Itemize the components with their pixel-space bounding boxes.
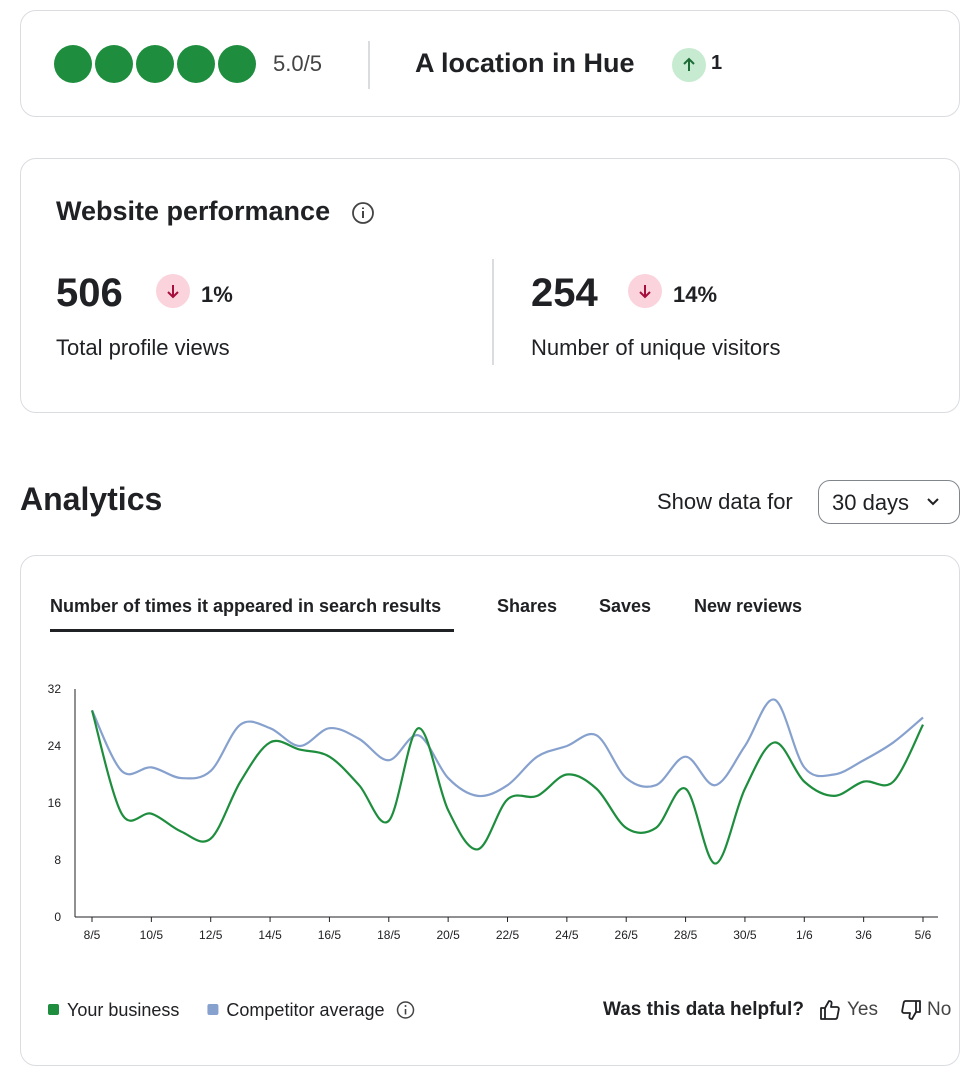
legend-swatch bbox=[48, 1004, 59, 1015]
y-tick-label: 16 bbox=[48, 796, 62, 810]
chart-card bbox=[20, 555, 960, 1066]
info-icon bbox=[396, 1001, 415, 1019]
x-tick-label: 28/5 bbox=[674, 928, 698, 942]
yes-label: Yes bbox=[847, 999, 878, 1020]
location-name: A location in Hue bbox=[415, 48, 635, 78]
rating-text: 5.0/5 bbox=[273, 51, 322, 76]
range-label: Show data for bbox=[657, 489, 793, 514]
x-tick-label: 10/5 bbox=[140, 928, 164, 942]
rating-dot bbox=[177, 45, 215, 83]
series-line bbox=[90, 710, 924, 865]
metric-value: 254 bbox=[531, 271, 598, 315]
x-tick-label: 1/6 bbox=[796, 928, 813, 942]
rating-dot bbox=[218, 45, 256, 83]
tab-underline bbox=[50, 629, 454, 632]
x-tick-label: 20/5 bbox=[436, 928, 460, 942]
thumb-up-icon bbox=[820, 1000, 840, 1020]
metric-change: 14% bbox=[673, 282, 718, 307]
x-tick-label: 16/5 bbox=[318, 928, 342, 942]
info-icon-dot bbox=[404, 1005, 407, 1007]
range-dropdown[interactable]: 30 days bbox=[818, 480, 960, 524]
rating-dot bbox=[136, 45, 174, 83]
down-badge bbox=[628, 274, 662, 308]
card-title: Website performance bbox=[56, 196, 331, 226]
x-tick-label: 14/5 bbox=[258, 928, 282, 942]
x-tick-label: 3/6 bbox=[855, 928, 872, 942]
y-tick-label: 24 bbox=[48, 739, 62, 753]
tab[interactable]: Number of times it appeared in search re… bbox=[50, 596, 442, 616]
legend-label: Your business bbox=[67, 1000, 179, 1020]
y-tick-label: 0 bbox=[54, 910, 61, 924]
thumb-down-icon bbox=[901, 1000, 921, 1020]
legend-label: Competitor average bbox=[226, 1000, 384, 1020]
no-label: No bbox=[927, 999, 952, 1020]
tab[interactable]: Shares bbox=[497, 596, 558, 616]
performance-card: Website performance 506 1% Total profile… bbox=[20, 158, 960, 413]
series-line bbox=[91, 698, 924, 798]
metric-change: 1% bbox=[201, 282, 233, 307]
chevron bbox=[927, 498, 939, 506]
tab[interactable]: Saves bbox=[599, 596, 652, 616]
x-tick-label: 24/5 bbox=[555, 928, 579, 942]
x-tick-label: 5/6 bbox=[915, 928, 932, 942]
y-tick-label: 32 bbox=[48, 682, 62, 696]
up-badge bbox=[672, 48, 706, 82]
metric-label: Number of unique visitors bbox=[531, 335, 781, 360]
rating-dot bbox=[54, 45, 92, 83]
metric-label: Total profile views bbox=[56, 335, 230, 360]
feedback-question: Was this data helpful? bbox=[603, 999, 804, 1020]
divider bbox=[368, 41, 370, 89]
x-tick-label: 18/5 bbox=[377, 928, 401, 942]
x-tick-label: 8/5 bbox=[84, 928, 101, 942]
tab[interactable]: New reviews bbox=[694, 596, 803, 616]
divider bbox=[492, 259, 494, 365]
x-tick-label: 12/5 bbox=[199, 928, 223, 942]
range-value: 30 days bbox=[832, 490, 910, 515]
y-tick-label: 8 bbox=[54, 853, 61, 867]
metric-value: 506 bbox=[56, 271, 123, 315]
down-badge bbox=[156, 274, 190, 308]
rating-card: 5.0/5 A location in Hue 1 bbox=[20, 10, 960, 117]
info-icon[interactable] bbox=[351, 201, 375, 225]
rating-dot bbox=[95, 45, 133, 83]
x-tick-label: 22/5 bbox=[496, 928, 520, 942]
legend-swatch bbox=[207, 1004, 219, 1015]
change-value: 1 bbox=[711, 52, 723, 74]
x-tick-label: 26/5 bbox=[615, 928, 639, 942]
x-tick-label: 30/5 bbox=[733, 928, 757, 942]
section-title: Analytics bbox=[20, 481, 163, 517]
chart: 0 8 16 24 32 8/5 10/5 12/5 14/5 16/5 18/5 20/5 22/5 2… bbox=[48, 682, 938, 1020]
